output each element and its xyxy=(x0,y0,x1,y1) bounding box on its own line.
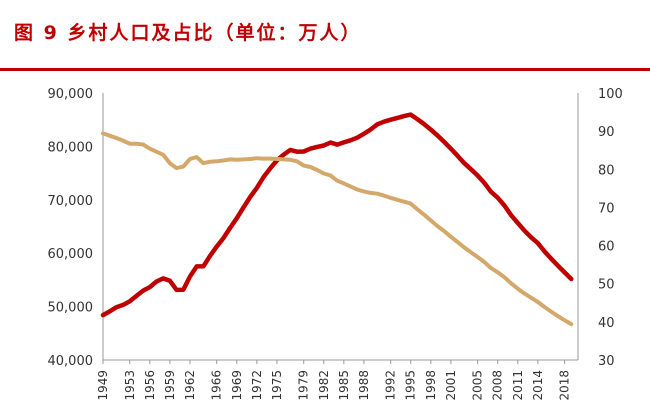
y2-tick-label: 50 xyxy=(598,278,615,293)
x-tick-label: 1953 xyxy=(123,370,137,401)
x-tick-label: 1979 xyxy=(297,370,311,401)
right-axis-ticks: 30 40 50 60 70 80 90 100 xyxy=(598,87,623,369)
x-tick-label: 1985 xyxy=(337,370,351,401)
y-tick-label: 60,000 xyxy=(48,247,94,262)
x-tick-label: 1988 xyxy=(357,370,371,401)
y-tick-label: 80,000 xyxy=(48,140,94,155)
y2-tick-label: 70 xyxy=(598,201,615,216)
x-tick-label: 1959 xyxy=(163,370,177,401)
y-tick-label: 50,000 xyxy=(48,301,94,316)
x-tick-label: 1949 xyxy=(96,370,110,401)
rural-population-line xyxy=(100,112,574,318)
x-tick-label: 1969 xyxy=(230,370,244,401)
y-tick-label: 90,000 xyxy=(48,87,94,102)
rural-share-line xyxy=(101,131,574,327)
x-tick-label: 2001 xyxy=(444,370,458,401)
x-tick-label: 1992 xyxy=(384,370,398,401)
x-tick-label: 1998 xyxy=(424,370,438,401)
y2-tick-label: 60 xyxy=(598,240,615,255)
y-tick-label: 40,000 xyxy=(48,354,94,369)
x-tick-label: 2014 xyxy=(531,370,545,401)
x-tick-label: 2011 xyxy=(511,370,525,401)
chart-title: 图 9 乡村人口及占比（单位：万人） xyxy=(14,22,362,44)
y-tick-label: 70,000 xyxy=(48,194,94,209)
y2-tick-label: 40 xyxy=(598,316,615,331)
title-divider xyxy=(0,68,650,71)
x-tick-label: 2008 xyxy=(491,370,505,401)
x-tick-label: 2018 xyxy=(558,370,572,401)
x-axis-ticks: 1949 1953 1956 1959 1962 1966 1969 1972 1975 1979… xyxy=(96,360,572,401)
x-tick-label: 1975 xyxy=(270,370,284,401)
chart-axes xyxy=(102,93,579,361)
x-tick-label: 1956 xyxy=(143,370,157,401)
x-tick-label: 2005 xyxy=(471,370,485,401)
x-tick-label: 1966 xyxy=(210,370,224,401)
x-tick-label: 1995 xyxy=(404,370,418,401)
left-axis-ticks: 40,000 50,000 60,000 70,000 80,000 90,000 xyxy=(48,87,94,369)
x-tick-label: 1962 xyxy=(183,370,197,401)
chart-lines xyxy=(100,112,574,327)
y2-tick-label: 100 xyxy=(598,87,623,102)
y2-tick-label: 80 xyxy=(598,163,615,178)
y2-tick-label: 30 xyxy=(598,354,615,369)
x-tick-label: 1972 xyxy=(250,370,264,401)
y2-tick-label: 90 xyxy=(598,125,615,140)
x-tick-label: 1982 xyxy=(317,370,331,401)
